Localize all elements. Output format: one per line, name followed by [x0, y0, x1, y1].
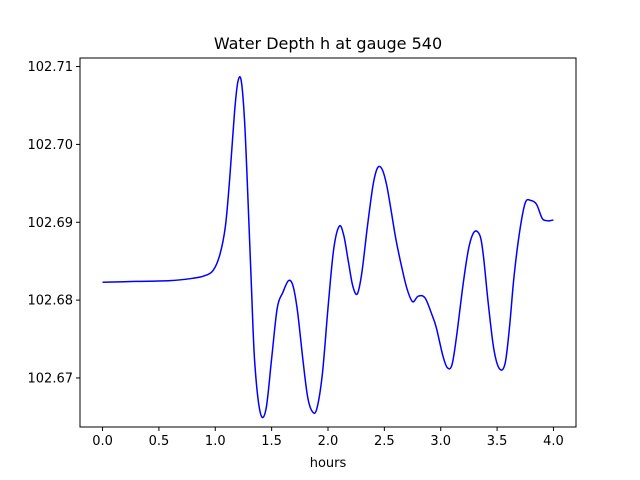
y-axis: 102.67 102.68 102.69 102.70 102.71 — [28, 60, 80, 386]
x-tick-label: 3.5 — [487, 434, 508, 449]
chart-title: Water Depth h at gauge 540 — [214, 34, 442, 53]
x-tick-label: 1.5 — [261, 434, 282, 449]
x-axis: 0.0 0.5 1.0 1.5 2.0 2.5 3.0 3.5 4.0 — [92, 427, 564, 449]
plot-area — [79, 57, 577, 428]
x-tick-label: 0.5 — [149, 434, 170, 449]
y-tick-label: 102.71 — [28, 60, 74, 75]
x-tick-label: 3.0 — [430, 434, 451, 449]
x-tick-label: 2.0 — [318, 434, 339, 449]
series-line — [102, 76, 554, 419]
y-tick-label: 102.69 — [28, 216, 74, 231]
y-tick-label: 102.67 — [28, 371, 74, 386]
x-tick-label: 4.0 — [543, 434, 564, 449]
x-tick-label: 0.0 — [92, 434, 113, 449]
y-tick-label: 102.70 — [28, 138, 74, 153]
y-tick-label: 102.68 — [28, 294, 74, 309]
x-axis-label: hours — [310, 456, 347, 471]
x-tick-label: 1.0 — [205, 434, 226, 449]
x-tick-label: 2.5 — [374, 434, 395, 449]
plot-frame — [79, 57, 577, 428]
